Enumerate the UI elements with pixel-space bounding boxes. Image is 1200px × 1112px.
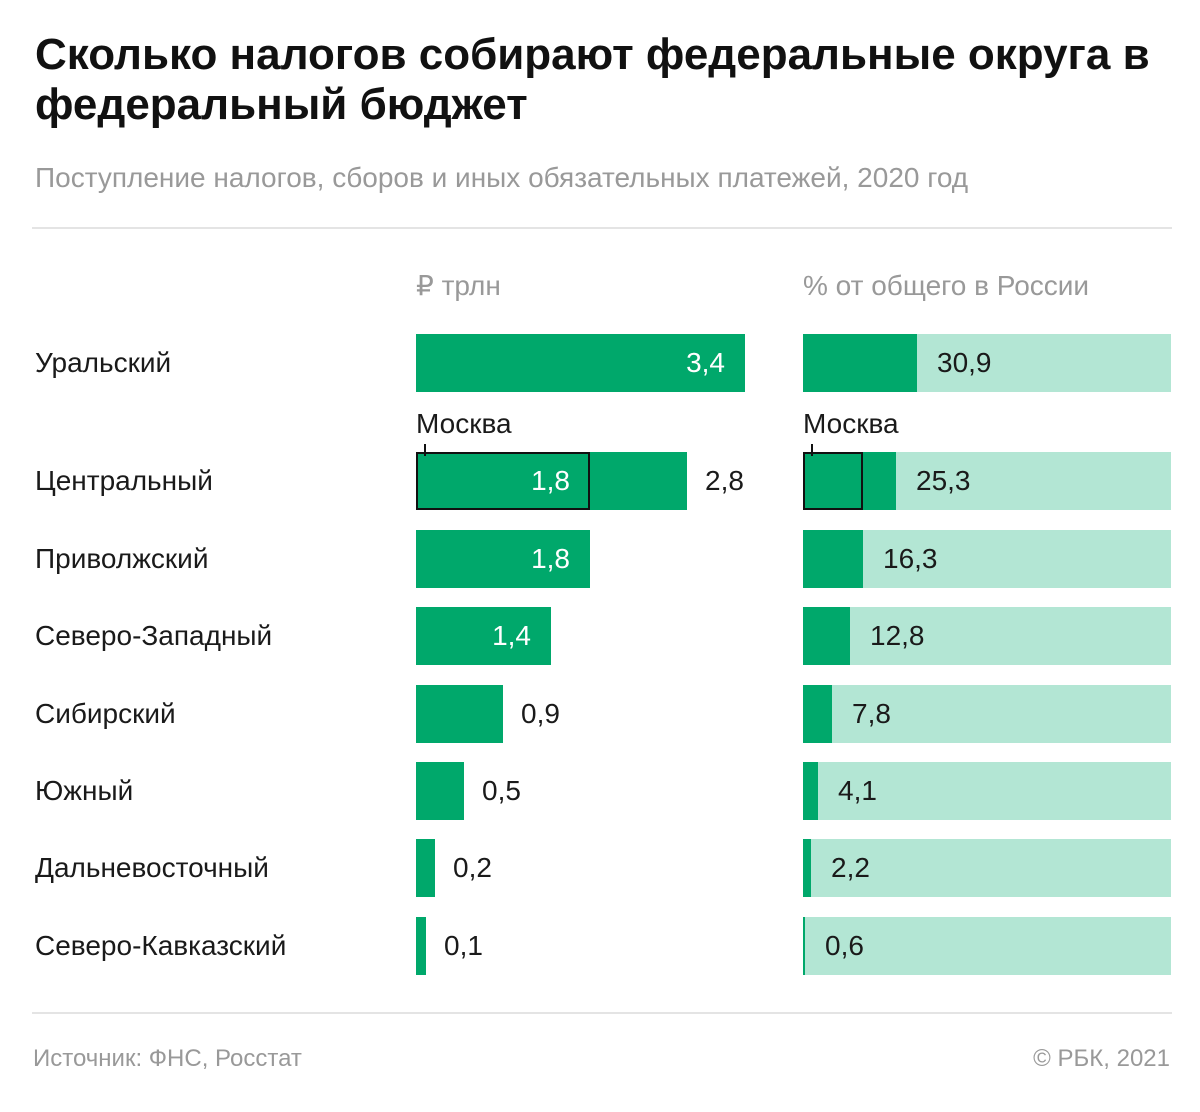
value-label-pct-row-5: 7,8 [852,698,891,729]
category-label: Северо-Кавказский [35,930,287,961]
moscow-label-trln: Москва [416,408,512,439]
bar-trln-row-1 [416,334,745,392]
value-label-pct-row-3: 16,3 [883,543,938,574]
category-label: Уральский [35,347,172,378]
chart-subtitle: Поступление налогов, сборов и иных обяза… [35,162,969,193]
value-label-pct-row-2: 25,3 [916,465,971,496]
moscow-tick-trln [424,444,426,456]
category-label: Сибирский [35,698,176,729]
bar-pct-row-6 [803,762,818,820]
bar-trln-row-7 [416,839,435,897]
moscow-tick-pct [811,444,813,456]
moscow-box-pct [803,452,863,510]
track-pct-row-7 [803,839,1171,897]
value-label-pct-row-6: 4,1 [838,775,877,806]
bar-pct-row-2 [803,452,896,510]
bar-pct-row-7 [803,839,811,897]
value-label-trln-row-6: 0,5 [482,775,521,806]
bar-trln-row-5 [416,685,503,743]
right-column-header: % от общего в России [803,270,1090,301]
value-label-trln-row-8: 0,1 [444,930,483,961]
bar-trln-row-3 [416,530,590,588]
copyright-note: © РБК, 2021 [1033,1045,1170,1072]
category-label: Приволжский [35,543,209,574]
category-label: Северо-Западный [35,620,273,651]
bar-trln-row-4 [416,607,551,665]
category-label: Дальневосточный [35,852,269,883]
moscow-value-label-trln: 1,8 [531,465,570,496]
track-pct-row-3 [803,530,1171,588]
value-label-trln-row-2: 2,8 [705,465,744,496]
bar-pct-row-5 [803,685,832,743]
chart-title: Сколько налогов собирают федеральные окр… [35,30,1150,129]
bar-pct-row-3 [803,530,863,588]
track-pct-row-5 [803,685,1171,743]
value-label-pct-row-8: 0,6 [825,930,864,961]
value-label-trln-row-5: 0,9 [521,698,560,729]
track-pct-row-6 [803,762,1171,820]
bar-pct-row-8 [803,917,805,975]
value-label-trln-row-4: 1,4 [492,620,531,651]
track-pct-row-8 [803,917,1171,975]
source-note: Источник: ФНС, Росстат [33,1045,302,1072]
left-column-header: ₽ трлн [416,270,501,301]
value-label-trln-row-7: 0,2 [453,852,492,883]
bar-trln-row-8 [416,917,426,975]
bar-trln-row-2 [416,452,687,510]
moscow-label-pct: Москва [803,408,899,439]
category-label: Южный [35,775,134,806]
moscow-box-trln [416,452,590,510]
value-label-trln-row-3: 1,8 [531,543,570,574]
category-label: Центральный [35,465,213,496]
bar-pct-row-4 [803,607,850,665]
bottom-divider [32,1012,1172,1014]
value-label-trln-row-1: 3,4 [686,347,725,378]
bar-trln-row-6 [416,762,464,820]
bar-pct-row-1 [803,334,917,392]
value-label-pct-row-1: 30,9 [937,347,992,378]
value-label-pct-row-7: 2,2 [831,852,870,883]
track-pct-row-4 [803,607,1171,665]
top-divider [32,227,1172,229]
value-label-pct-row-4: 12,8 [870,620,925,651]
